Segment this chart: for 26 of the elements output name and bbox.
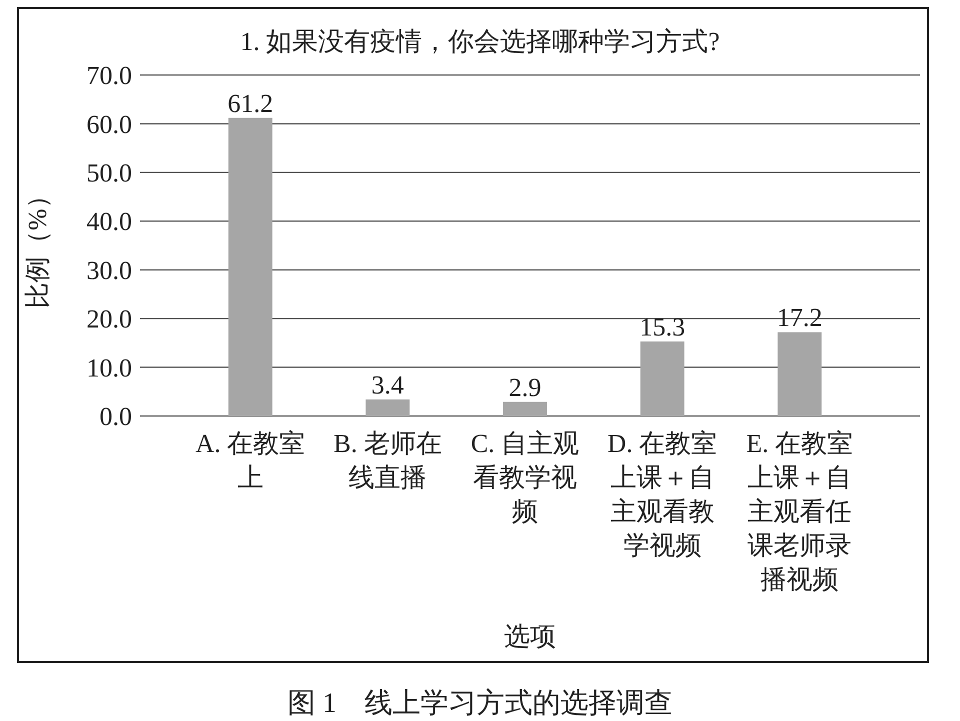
x-tick-label: D. 在教室上课＋自主观看教学视频 bbox=[607, 429, 718, 560]
y-tick-label: 70.0 bbox=[86, 61, 132, 90]
bar bbox=[228, 118, 272, 416]
x-axis-title: 选项 bbox=[504, 622, 556, 651]
y-tick-label: 40.0 bbox=[86, 207, 132, 236]
bar bbox=[503, 402, 547, 416]
y-tick-label: 20.0 bbox=[86, 304, 132, 334]
data-label: 3.4 bbox=[371, 370, 404, 400]
y-tick-label: 30.0 bbox=[86, 256, 132, 285]
x-tick-label: A. 在教室上 bbox=[195, 429, 306, 492]
y-tick-label: 0.0 bbox=[100, 402, 132, 432]
y-tick-label: 60.0 bbox=[86, 110, 132, 139]
bar bbox=[778, 332, 822, 416]
y-axis-title: 比例（%） bbox=[23, 182, 52, 308]
x-tick-label: E. 在教室上课＋自主观看任课老师录播视频 bbox=[746, 429, 854, 594]
data-label: 61.2 bbox=[228, 88, 274, 118]
y-tick-label: 10.0 bbox=[86, 353, 132, 382]
x-tick-label: B. 老师在线直播 bbox=[334, 429, 442, 492]
chart-title: 1. 如果没有疫情，你会选择哪种学习方式? bbox=[240, 27, 720, 56]
x-tick-label: C. 自主观看教学视频 bbox=[470, 429, 580, 526]
caption: 图 1 线上学习方式的选择调查 bbox=[288, 688, 672, 719]
bar bbox=[366, 399, 410, 416]
y-tick-label: 50.0 bbox=[86, 158, 132, 188]
data-label: 15.3 bbox=[640, 312, 686, 342]
bar bbox=[640, 341, 684, 416]
data-label: 2.9 bbox=[508, 372, 542, 402]
